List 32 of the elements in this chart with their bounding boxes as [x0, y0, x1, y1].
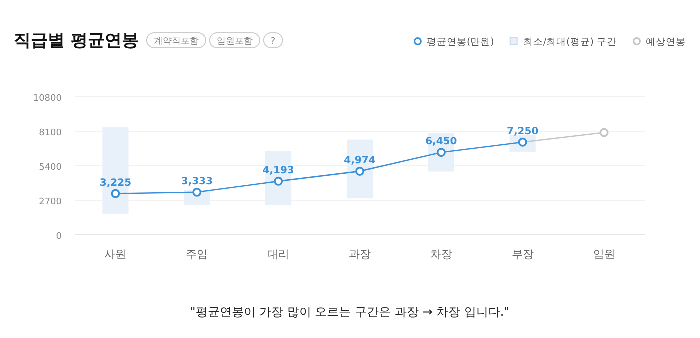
legend-label: 최소/최대(평균) 구간	[523, 37, 617, 48]
x-tick-label: 주임	[186, 248, 208, 261]
point	[436, 148, 446, 158]
y-tick-label: 8100	[39, 128, 62, 138]
point	[192, 188, 202, 197]
point	[274, 176, 284, 186]
data-label: 4,974	[344, 155, 376, 166]
chart-title: 직급별 평균연봉	[14, 31, 139, 51]
data-label: 4,193	[262, 165, 294, 176]
data-label: 3,333	[181, 176, 213, 188]
y-tick-label: 2700	[39, 198, 62, 208]
legend-label: 예상연봉	[646, 37, 686, 48]
point	[111, 189, 120, 198]
x-tick-label: 임원	[593, 248, 616, 261]
data-label: 7,250	[507, 126, 539, 138]
point	[356, 166, 364, 176]
data-label: 6,450	[426, 136, 458, 148]
data-label: 3,225	[100, 178, 132, 189]
x-tick-label: 과장	[349, 248, 371, 261]
legend-label: 평균연봉(만원)	[426, 37, 494, 48]
text: ?	[270, 37, 276, 47]
y-tick-label: 5400	[39, 163, 62, 173]
text: 임원포함	[216, 37, 253, 47]
y-tick-label: 0	[56, 232, 62, 242]
x-tick-label: 사원	[104, 248, 127, 261]
x-tick-label: 대리	[268, 248, 290, 261]
text: 계약직포함	[154, 37, 199, 47]
point	[600, 128, 609, 138]
y-tick-label: 10800	[33, 94, 62, 104]
text: "평균연봉이 가장 많이 오르는 구간은 과장 → 차장 입니다."	[190, 305, 510, 319]
x-tick-label: 부장	[512, 248, 534, 261]
x-tick-label: 차장	[430, 248, 452, 261]
